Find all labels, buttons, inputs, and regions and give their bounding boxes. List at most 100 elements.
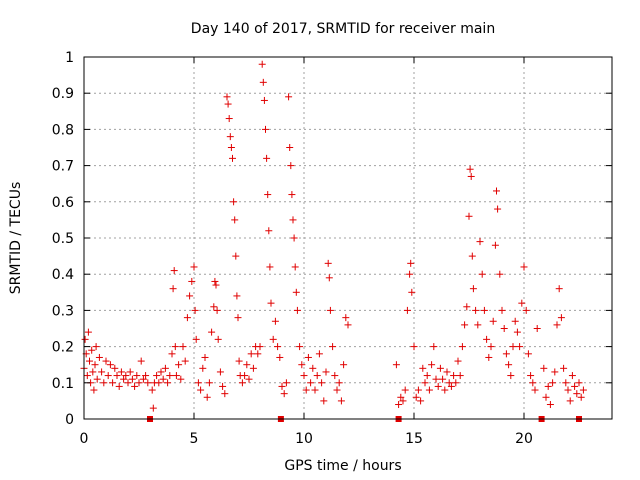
data-point	[340, 361, 348, 369]
data-point	[144, 379, 152, 387]
data-point	[194, 379, 202, 387]
data-point	[337, 397, 345, 405]
data-point	[201, 353, 209, 361]
data-point	[307, 379, 315, 387]
data-point	[529, 379, 537, 387]
data-point	[520, 263, 528, 271]
data-point	[267, 299, 275, 307]
data-point	[516, 343, 524, 351]
data-point	[170, 267, 178, 275]
data-point	[421, 379, 429, 387]
data-point	[117, 368, 125, 376]
data-point	[109, 379, 117, 387]
data-point	[509, 343, 517, 351]
data-point	[120, 375, 128, 383]
data-point	[157, 368, 165, 376]
data-point	[245, 375, 253, 383]
data-point	[225, 115, 233, 123]
data-point	[149, 404, 157, 412]
data-point	[126, 368, 134, 376]
chart-title: Day 140 of 2017, SRMTID for receiver mai…	[191, 21, 495, 37]
y-tick-label: 0.1	[52, 376, 74, 392]
data-point	[296, 343, 304, 351]
data-point	[527, 372, 535, 380]
data-point	[84, 328, 92, 336]
data-point	[111, 364, 119, 372]
data-point	[258, 60, 266, 68]
data-point	[171, 343, 179, 351]
data-point	[466, 165, 474, 173]
x-tick-label: 0	[80, 431, 89, 447]
data-point	[203, 393, 211, 401]
data-point	[133, 372, 141, 380]
data-point	[293, 306, 301, 314]
data-point	[175, 361, 183, 369]
data-point	[493, 187, 500, 195]
data-point	[224, 100, 232, 108]
data-point	[579, 386, 587, 394]
data-point	[113, 372, 121, 380]
data-point	[214, 335, 222, 343]
data-point	[211, 277, 219, 285]
data-point	[571, 382, 579, 390]
data-point	[181, 357, 189, 365]
data-point	[155, 379, 163, 387]
data-point	[304, 353, 312, 361]
data-point	[428, 361, 436, 369]
data-point	[142, 372, 150, 380]
data-point	[212, 281, 220, 289]
data-point	[168, 350, 176, 358]
data-point	[235, 357, 243, 365]
data-point	[483, 335, 491, 343]
data-point	[476, 238, 484, 246]
data-point	[208, 328, 216, 336]
data-point	[100, 379, 108, 387]
data-point	[233, 292, 241, 300]
data-point	[549, 379, 557, 387]
data-point	[575, 379, 583, 387]
data-point	[487, 343, 495, 351]
data-point	[478, 270, 486, 278]
data-point	[397, 393, 405, 401]
data-point	[311, 386, 319, 394]
data-point	[166, 372, 174, 380]
y-tick-label: 0	[65, 412, 74, 428]
data-point	[560, 364, 568, 372]
data-point	[232, 252, 240, 260]
data-point	[172, 372, 180, 380]
data-point	[485, 353, 493, 361]
data-point	[432, 375, 440, 383]
data-point	[128, 375, 136, 383]
data-point	[542, 393, 550, 401]
x-axis-ticks: 0 5 10 15 20	[80, 57, 533, 447]
data-point	[489, 317, 497, 325]
data-point	[412, 393, 420, 401]
data-point	[288, 191, 296, 199]
data-point	[309, 364, 317, 372]
data-point	[458, 343, 466, 351]
data-point	[221, 390, 229, 398]
data-point	[419, 364, 427, 372]
y-axis-title: SRMTID / TECUs	[8, 182, 24, 295]
data-point	[423, 372, 431, 380]
data-point	[425, 386, 433, 394]
y-tick-label: 0.6	[52, 195, 74, 211]
data-point	[276, 353, 284, 361]
data-point	[210, 303, 218, 311]
data-point	[333, 386, 341, 394]
data-point	[93, 375, 101, 383]
data-point	[169, 285, 177, 293]
data-point	[102, 357, 110, 365]
data-point	[325, 274, 333, 282]
data-point	[562, 379, 570, 387]
data-point	[264, 191, 272, 199]
data-point	[223, 93, 231, 101]
data-point	[243, 361, 251, 369]
data-point	[491, 241, 499, 249]
data-point	[439, 375, 447, 383]
data-point	[216, 368, 224, 376]
data-point	[106, 361, 114, 369]
data-point	[461, 321, 469, 329]
data-point	[278, 382, 286, 390]
